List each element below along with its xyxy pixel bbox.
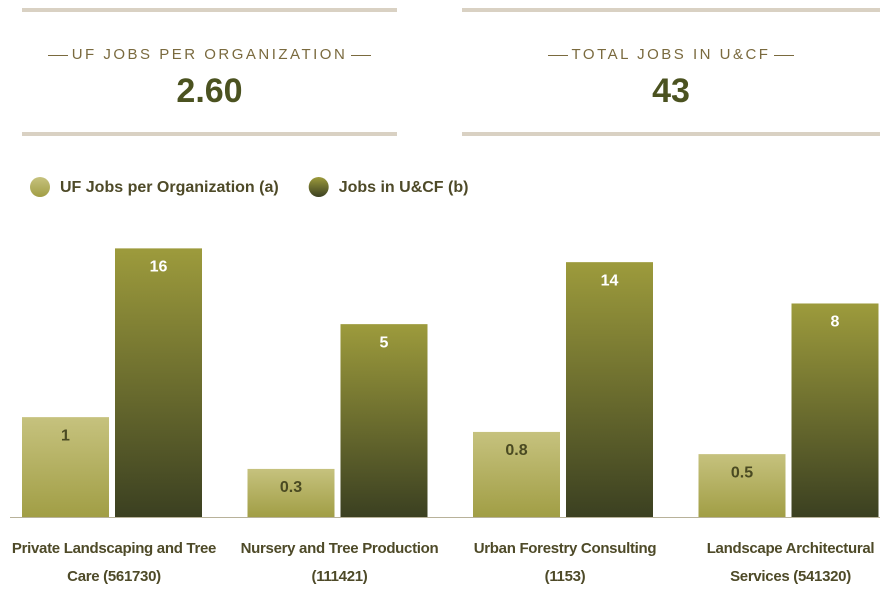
value-label: 8 (831, 314, 840, 331)
bar (341, 324, 428, 517)
value-label: 5 (380, 334, 389, 351)
x-tick-label: Landscape Architectural Services (541320… (679, 535, 886, 591)
legend-swatch (309, 177, 329, 197)
value-label: 1 (61, 427, 70, 444)
x-tick-label: Nursery and Tree Production (111421) (228, 535, 452, 591)
legend-swatch (30, 177, 50, 197)
value-label: 0.5 (731, 464, 753, 481)
bar (115, 248, 202, 517)
bar (792, 303, 879, 517)
x-tick-label: Urban Forestry Consulting (1153) (453, 535, 677, 591)
legend-label: Jobs in U&CF (b) (339, 179, 469, 196)
value-label: 0.3 (280, 479, 302, 496)
bar (566, 262, 653, 517)
value-label: 0.8 (505, 442, 527, 459)
value-label: 16 (150, 259, 168, 276)
x-tick-label: Private Landscaping and Tree Care (56173… (2, 535, 226, 591)
value-label: 14 (601, 272, 619, 289)
legend-label: UF Jobs per Organization (a) (60, 179, 279, 196)
